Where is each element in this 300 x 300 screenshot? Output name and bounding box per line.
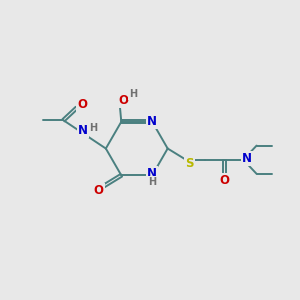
Text: O: O [77, 98, 87, 111]
Text: O: O [118, 94, 128, 107]
Text: N: N [78, 124, 88, 137]
Text: N: N [242, 152, 252, 165]
Text: N: N [147, 115, 157, 128]
Text: H: H [89, 123, 97, 133]
Text: S: S [185, 157, 194, 170]
Text: N: N [147, 167, 157, 180]
Text: O: O [219, 174, 229, 187]
Text: O: O [94, 184, 103, 196]
Text: H: H [129, 89, 137, 99]
Text: H: H [148, 177, 157, 187]
